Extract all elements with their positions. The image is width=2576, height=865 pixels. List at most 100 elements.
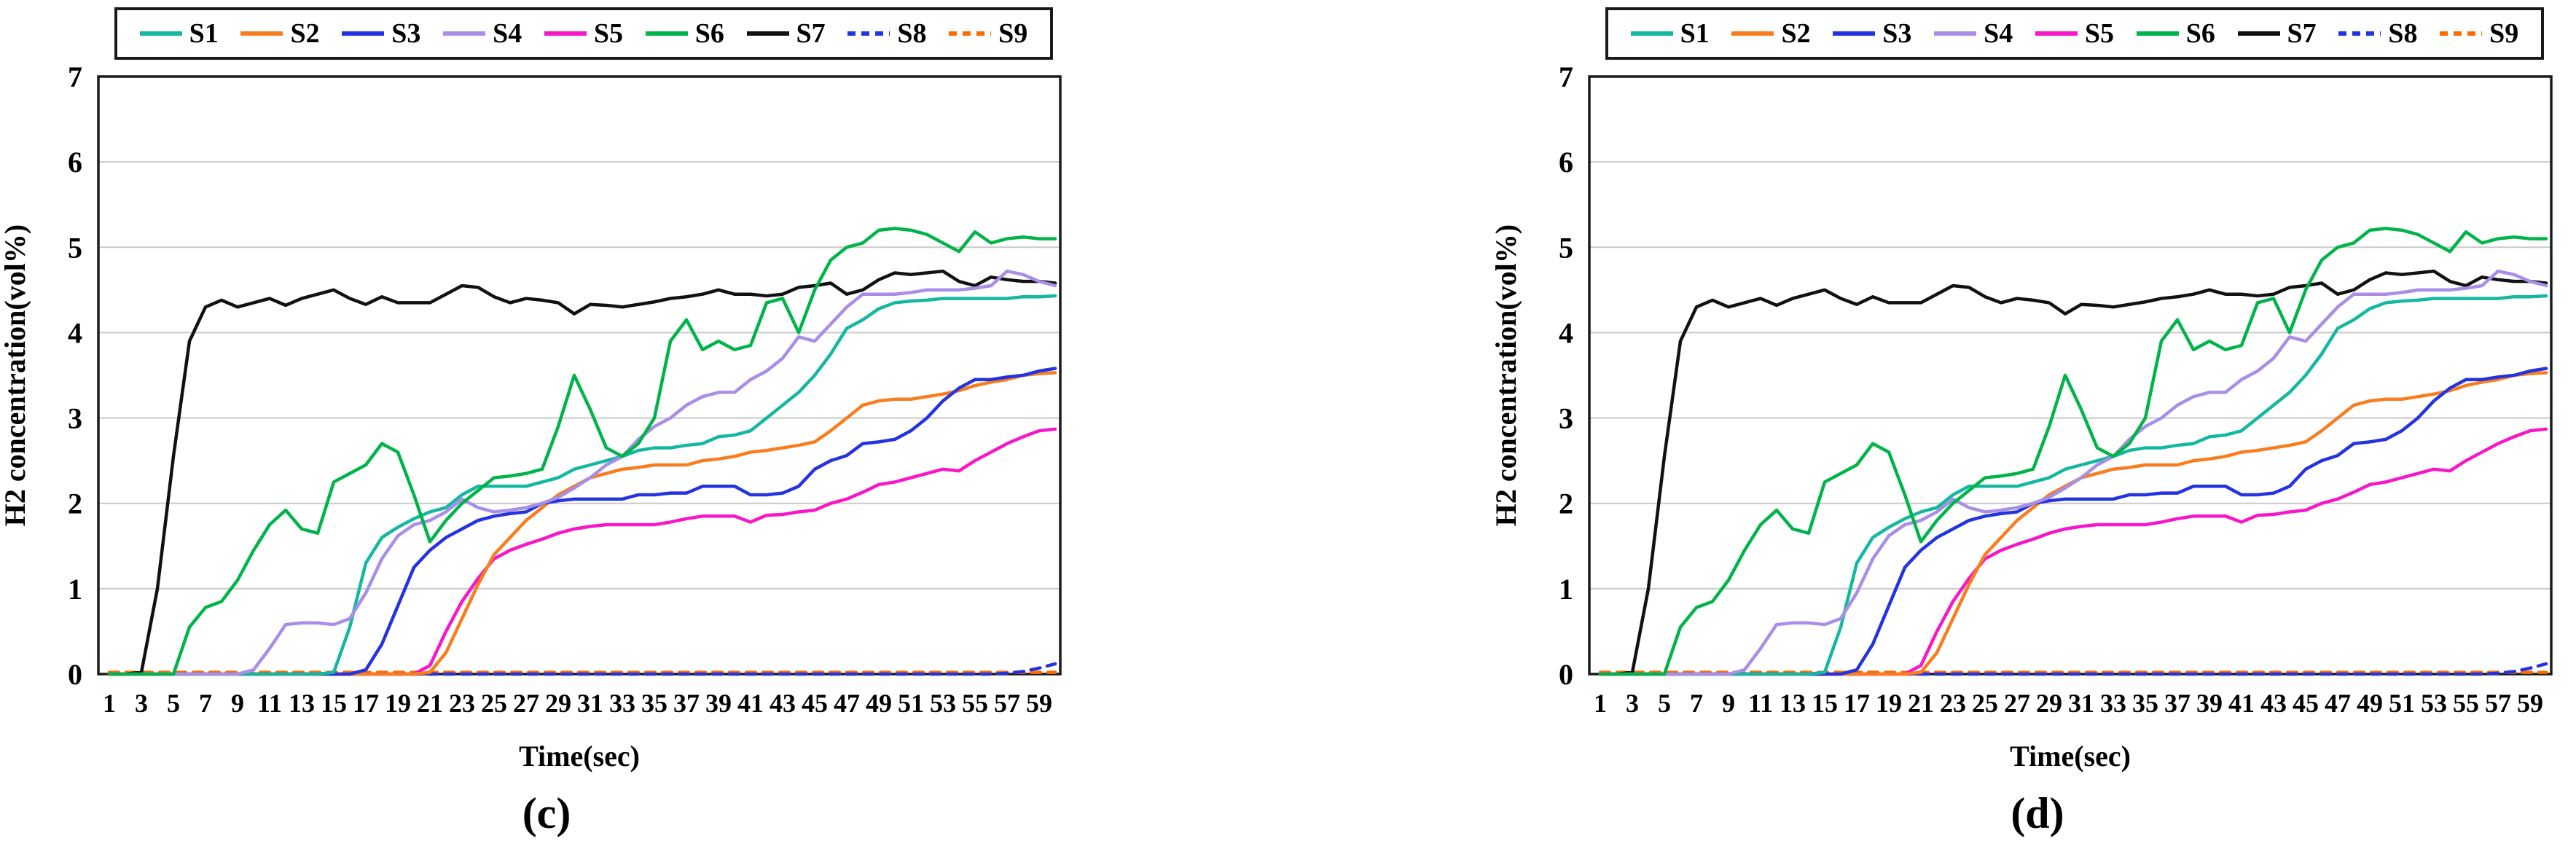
x-tick-label-45: 45 — [2293, 689, 2319, 718]
series-line-s1 — [1598, 294, 2548, 676]
legend-line-swatch-s7 — [746, 31, 789, 36]
x-tick-label-33: 33 — [2100, 689, 2126, 718]
legend-label-s4: S4 — [493, 18, 522, 49]
legend-item-s6: S6 — [645, 18, 724, 49]
legend-label-s2: S2 — [1781, 18, 1811, 49]
x-tick-label-27: 27 — [2004, 689, 2030, 718]
x-tick-label-17: 17 — [353, 689, 379, 718]
series-line-s4 — [107, 269, 1057, 676]
y-tick-label-4: 4 — [68, 316, 82, 349]
x-tick-label-21: 21 — [417, 689, 443, 718]
legend-item-s3: S3 — [342, 20, 420, 47]
legend-line-swatch-s1 — [1630, 31, 1673, 36]
legend-label-s1: S1 — [1680, 18, 1710, 49]
legend-label-s5: S5 — [2084, 18, 2115, 49]
y-tick-label-6: 6 — [68, 146, 82, 179]
x-tick-label-59: 59 — [1026, 689, 1052, 718]
x-tick-label-13: 13 — [1780, 689, 1806, 718]
x-tick-label-43: 43 — [2260, 689, 2287, 718]
x-tick-label-35: 35 — [641, 689, 668, 718]
x-tick-label-19: 19 — [385, 689, 411, 718]
series-line-s3 — [1598, 367, 2548, 676]
legend-label-s5: S5 — [593, 18, 624, 49]
legend-label-s7: S7 — [2287, 18, 2317, 49]
legend-item-s5: S5 — [544, 20, 623, 47]
series-line-s3 — [107, 367, 1057, 676]
x-tick-label-9: 9 — [231, 689, 244, 718]
plot-border — [1588, 75, 2553, 676]
legend-item-s7: S7 — [2237, 18, 2317, 49]
x-tick-label-49: 49 — [866, 689, 892, 718]
y-tick-label-1: 1 — [68, 573, 82, 606]
x-tick-label-55: 55 — [2453, 689, 2479, 718]
x-tick-label-29: 29 — [545, 689, 571, 718]
x-tick-label-35: 35 — [2132, 689, 2158, 718]
y-tick-label-5: 5 — [1559, 231, 1573, 264]
x-tick-label-37: 37 — [673, 689, 700, 718]
y-tick-label-7: 7 — [68, 60, 82, 93]
legend-line-swatch-s3 — [342, 31, 385, 36]
series-line-s7 — [1598, 269, 2548, 676]
legend-line-swatch-s5 — [544, 31, 587, 36]
x-tick-label-19: 19 — [1876, 689, 1902, 718]
legend-line-swatch-s6 — [2136, 31, 2179, 36]
legend-item-s8: S8 — [2338, 20, 2418, 47]
y-tick-label-4: 4 — [1559, 316, 1573, 349]
x-tick-label-11: 11 — [257, 689, 282, 718]
x-tick-label-41: 41 — [2228, 689, 2255, 718]
x-tick-label-7: 7 — [199, 689, 212, 718]
legend-d: S1 S2 S3 S4 S5 S6 S7 S8 S9 — [1605, 7, 2544, 60]
x-tick-label-57: 57 — [2485, 689, 2511, 718]
x-tick-label-53: 53 — [2421, 689, 2447, 718]
y-axis-title: H2 concentration(vol%) — [1491, 224, 1522, 526]
x-tick-label-55: 55 — [962, 689, 988, 718]
x-tick-label-15: 15 — [321, 689, 347, 718]
x-tick-label-37: 37 — [2164, 689, 2191, 718]
legend-item-s2: S2 — [240, 20, 320, 47]
x-tick-label-27: 27 — [513, 689, 539, 718]
legend-item-s4: S4 — [443, 20, 522, 47]
legend-item-s1: S1 — [1630, 18, 1710, 49]
y-tick-label-0: 0 — [1559, 658, 1573, 691]
y-tick-label-0: 0 — [68, 658, 82, 691]
x-tick-label-47: 47 — [2325, 689, 2351, 718]
x-tick-label-51: 51 — [2389, 689, 2415, 718]
legend-line-swatch-s7 — [2237, 31, 2280, 36]
legend-line-swatch-s6 — [645, 31, 688, 36]
legend-item-s6: S6 — [2136, 18, 2215, 49]
x-tick-label-1: 1 — [103, 689, 116, 718]
legend-item-s5: S5 — [2035, 20, 2114, 47]
x-tick-label-11: 11 — [1748, 689, 1773, 718]
legend-label-s7: S7 — [796, 18, 826, 49]
legend-item-s8: S8 — [847, 18, 927, 49]
x-tick-label-5: 5 — [167, 689, 180, 718]
legend-line-swatch-s3 — [1833, 31, 1876, 36]
legend-label-s6: S6 — [694, 18, 724, 49]
legend-label-s4: S4 — [1984, 18, 2013, 49]
legend-item-s2: S2 — [1731, 18, 1811, 49]
figure-c: S1 S2 S3 S4 S5 S6 S7 S8 S9 0 1 2 3 4 5 6 7 1 3 5 7 9 11 13 15 17… — [0, 0, 1137, 865]
legend-label-s3: S3 — [1882, 18, 1912, 49]
legend-item-s1: S1 — [139, 20, 219, 47]
x-tick-label-47: 47 — [834, 689, 860, 718]
legend-line-swatch-s2 — [1731, 31, 1774, 36]
x-tick-label-41: 41 — [737, 689, 764, 718]
plot-border — [97, 75, 1062, 676]
legend-label-s6: S6 — [2185, 18, 2215, 49]
x-tick-label-5: 5 — [1658, 689, 1671, 718]
y-tick-label-6: 6 — [1559, 146, 1573, 179]
x-tick-label-25: 25 — [1972, 689, 1998, 718]
legend-c: S1 S2 S3 S4 S5 S6 S7 S8 S9 — [114, 7, 1053, 60]
legend-label-s8: S8 — [897, 18, 927, 49]
legend-line-swatch-s4 — [1934, 31, 1977, 36]
x-tick-label-23: 23 — [449, 689, 475, 718]
series-line-s6 — [1598, 227, 2548, 676]
x-tick-label-15: 15 — [1812, 689, 1838, 718]
y-tick-label-3: 3 — [1559, 402, 1573, 435]
figure-caption-d: (d) — [2011, 789, 2064, 837]
y-tick-label-7: 7 — [1559, 60, 1573, 93]
x-tick-label-7: 7 — [1690, 689, 1703, 718]
x-tick-label-31: 31 — [577, 689, 603, 718]
